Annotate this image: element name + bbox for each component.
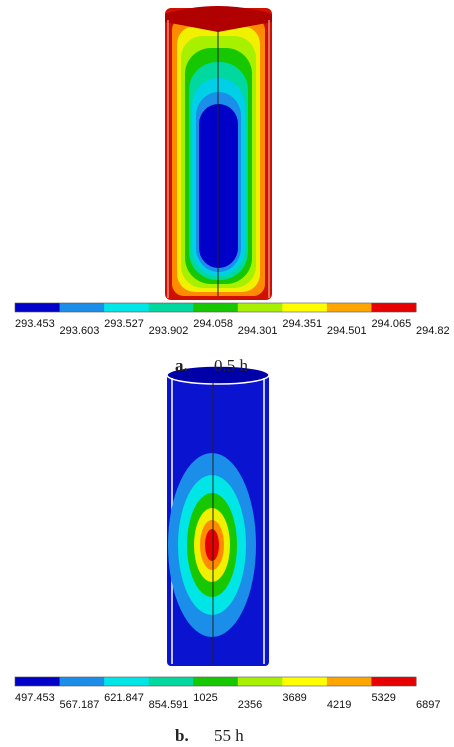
- legend-swatch: [326, 677, 372, 686]
- legend-label: 293.603: [60, 325, 100, 337]
- legend-swatch: [193, 303, 239, 312]
- legend-swatch: [59, 303, 105, 312]
- legend-label: 293.527: [104, 318, 144, 330]
- legend-label: 854.591: [149, 699, 189, 711]
- legend-frame: [14, 676, 417, 687]
- legend-swatch: [104, 677, 150, 686]
- legend-swatch: [371, 677, 417, 686]
- legend-label: 294.501: [327, 325, 367, 337]
- legend-label: 294.065: [371, 318, 411, 330]
- legend-label: 294.058: [193, 318, 233, 330]
- legend-swatch: [15, 677, 61, 686]
- caption-label: b.: [175, 726, 189, 745]
- legend-label: 4219: [327, 699, 351, 711]
- legend-label: 293.453: [15, 318, 55, 330]
- legend-swatch: [282, 677, 328, 686]
- caption-label: a.: [175, 356, 188, 375]
- legend-swatch: [371, 303, 417, 312]
- legend-swatch: [193, 677, 239, 686]
- legend-label: 293.902: [149, 325, 189, 337]
- legend-swatch: [15, 303, 61, 312]
- legend-label: 5329: [371, 692, 395, 704]
- legend-label: 294.82: [416, 325, 450, 337]
- cylinder-a: [165, 6, 272, 300]
- legend-label: 294.351: [282, 318, 322, 330]
- legend-swatch: [148, 303, 194, 312]
- legend-label: 3689: [282, 692, 306, 704]
- legend-swatch: [148, 677, 194, 686]
- legend-swatch: [104, 303, 150, 312]
- legend-label: 621.847: [104, 692, 144, 704]
- legend-label: 2356: [238, 699, 262, 711]
- caption-text: 0.5 h: [214, 356, 249, 375]
- legends: 293.453 293.603 293.527 293.902 294.058 294.3…: [14, 302, 450, 711]
- legend-label: 497.453: [15, 692, 55, 704]
- cylinder-b: [166, 365, 270, 666]
- legend-swatch: [59, 677, 105, 686]
- legend-label: 567.187: [60, 699, 100, 711]
- caption-b: b. 55 h: [175, 726, 244, 745]
- legend-swatch: [237, 303, 283, 312]
- legend-swatch: [237, 677, 283, 686]
- legend-frame: [14, 302, 417, 313]
- legend-label: 294.301: [238, 325, 278, 337]
- legend-label: 6897: [416, 699, 440, 711]
- legend-swatch: [326, 303, 372, 312]
- legend-swatch: [282, 303, 328, 312]
- caption-text: 55 h: [214, 726, 244, 745]
- caption-a: a. 0.5 h: [175, 356, 249, 375]
- legend-label: 1025: [193, 692, 217, 704]
